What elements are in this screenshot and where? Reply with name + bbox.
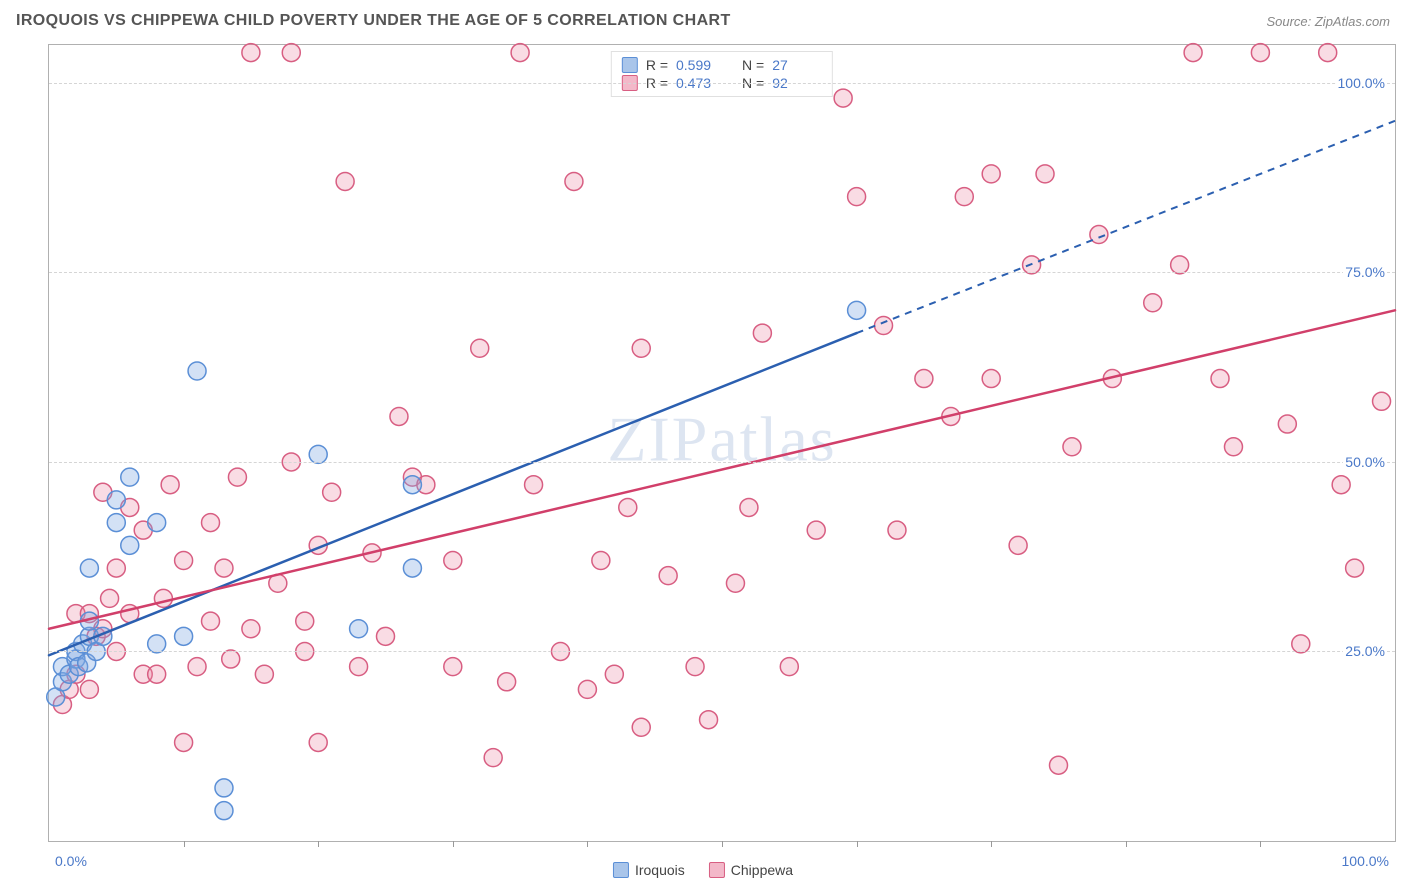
y-tick-label: 25.0% (1343, 643, 1387, 659)
gridline (49, 462, 1395, 463)
legend-stat-row: R = 0.599N = 27 (622, 56, 822, 74)
chart-title: IROQUOIS VS CHIPPEWA CHILD POVERTY UNDER… (16, 12, 731, 30)
legend-label: Chippewa (731, 862, 793, 878)
x-tick (991, 841, 992, 847)
x-tick (184, 841, 185, 847)
y-tick-label: 100.0% (1336, 75, 1387, 91)
legend-swatch (622, 57, 638, 73)
x-tick-label-min: 0.0% (55, 853, 87, 869)
gridline (49, 272, 1395, 273)
x-tick (318, 841, 319, 847)
legend-swatch (709, 862, 725, 878)
x-tick-label-max: 100.0% (1342, 853, 1389, 869)
gridline (49, 651, 1395, 652)
y-tick-label: 50.0% (1343, 454, 1387, 470)
correlation-legend: R = 0.599N = 27R = 0.473N = 92 (611, 51, 833, 97)
source-label: Source: ZipAtlas.com (1266, 14, 1390, 29)
scatter-svg (49, 45, 1395, 841)
x-tick (722, 841, 723, 847)
y-tick-label: 75.0% (1343, 264, 1387, 280)
x-tick (1260, 841, 1261, 847)
legend-swatch (613, 862, 629, 878)
chart-header: IROQUOIS VS CHIPPEWA CHILD POVERTY UNDER… (0, 0, 1406, 42)
chart-plot-area: ZIPatlas R = 0.599N = 27R = 0.473N = 92 … (48, 44, 1396, 842)
x-tick (453, 841, 454, 847)
x-tick (587, 841, 588, 847)
x-tick (1126, 841, 1127, 847)
legend-item: Chippewa (709, 862, 793, 878)
gridline (49, 83, 1395, 84)
series-legend: Iroquois Chippewa (613, 862, 793, 878)
x-tick (857, 841, 858, 847)
legend-label: Iroquois (635, 862, 685, 878)
legend-item: Iroquois (613, 862, 685, 878)
